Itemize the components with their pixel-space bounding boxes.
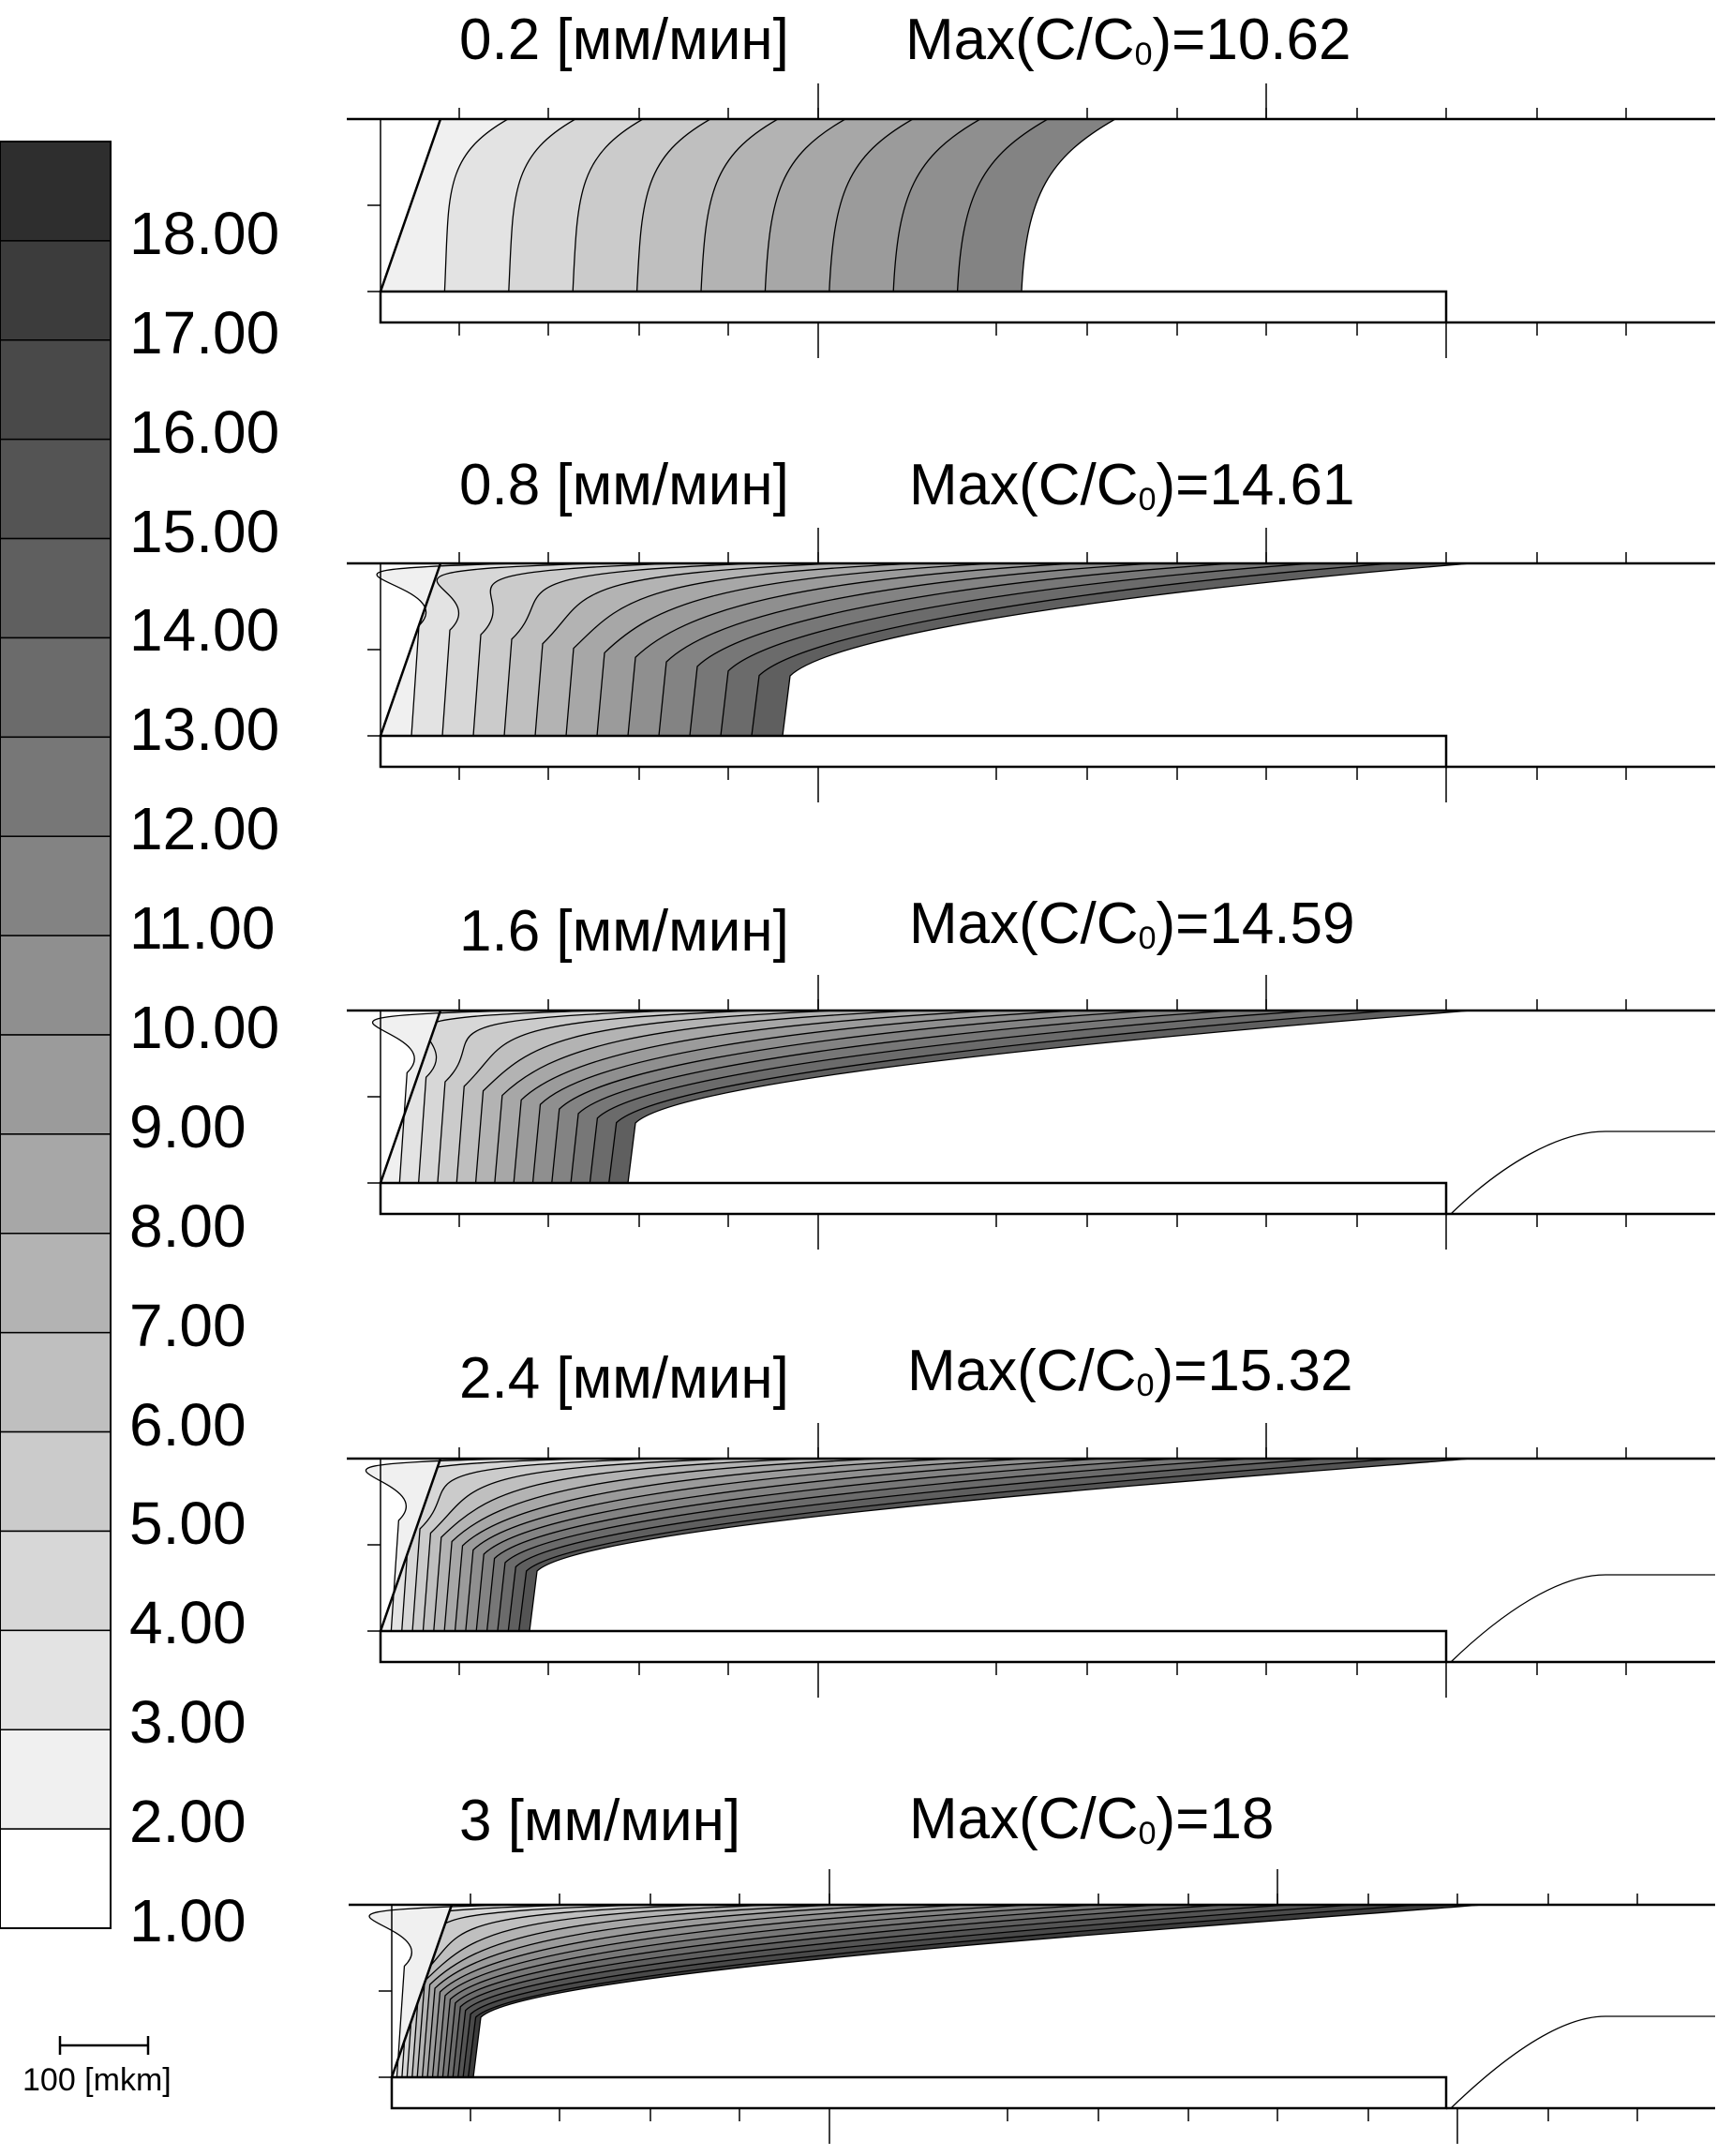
- legend-swatch: [0, 1034, 112, 1135]
- panel-max-label: Max(C/C0)=14.61: [909, 453, 1355, 517]
- legend-swatch: [0, 636, 112, 739]
- inlet-wall: [379, 1010, 442, 1184]
- legend-label: 9.00: [129, 1092, 246, 1160]
- legend-swatch: [0, 1530, 112, 1632]
- legend-label: 13.00: [129, 696, 280, 764]
- legend-label: 5.00: [129, 1490, 246, 1558]
- legend-frame: [0, 141, 112, 1929]
- legend-swatch: [0, 1629, 112, 1730]
- contour-line: [1450, 2015, 1715, 2109]
- contour-line: [1450, 1574, 1715, 1663]
- contour-band: [391, 1904, 903, 2078]
- legend-label: 16.00: [129, 397, 280, 466]
- contour-band: [380, 1010, 758, 1184]
- inlet-wall: [379, 1458, 442, 1632]
- legend-colorbar: [0, 141, 112, 1929]
- legend-label: 15.00: [129, 497, 280, 565]
- contour-band: [391, 1904, 839, 2078]
- legend-label: 12.00: [129, 795, 280, 863]
- contour-band: [380, 1458, 809, 1632]
- panel-speed-label: 1.6 [мм/мин]: [459, 899, 789, 964]
- legend-label: 4.00: [129, 1589, 246, 1657]
- contour-band: [391, 1904, 968, 2078]
- legend-swatch: [0, 141, 112, 242]
- legend-label: 6.00: [129, 1390, 246, 1459]
- legend-swatch: [0, 1729, 112, 1830]
- contour-band: [380, 1458, 662, 1632]
- inlet-wall: [379, 562, 442, 737]
- contour-band: [380, 562, 600, 737]
- legend-swatch: [0, 339, 112, 441]
- legend-swatch: [0, 537, 112, 639]
- panel-max-label: Max(C/C0)=10.62: [905, 7, 1351, 72]
- panel-max-label: Max(C/C0)=18: [909, 1787, 1275, 1851]
- legend-label: 2.00: [129, 1788, 246, 1856]
- contour-panel: [347, 975, 1715, 1250]
- panel-speed-label: 0.8 [мм/мин]: [459, 453, 789, 517]
- substrate-bar: [379, 1629, 1448, 1664]
- panel-speed-label: 0.2 [мм/мин]: [459, 7, 789, 72]
- panel-max-label: Max(C/C0)=14.59: [909, 891, 1355, 956]
- substrate-bar: [390, 2075, 1448, 2110]
- contour-band: [380, 1010, 679, 1184]
- legend-swatch: [0, 1133, 112, 1235]
- legend-swatch: [0, 935, 112, 1036]
- contour-panels: [347, 83, 1715, 2144]
- legend-swatch: [0, 1331, 112, 1433]
- legend-label: 18.00: [129, 199, 280, 267]
- legend-swatch: [0, 835, 112, 936]
- legend-swatch: [0, 736, 112, 837]
- contour-band: [376, 562, 520, 737]
- contour-band: [380, 1458, 736, 1632]
- contour-panel: [347, 83, 1715, 358]
- legend-label: 14.00: [129, 596, 280, 665]
- substrate-bar: [379, 734, 1448, 769]
- scale-bar: [58, 2036, 150, 2055]
- contour-line: [1450, 1130, 1715, 1215]
- substrate-bar: [379, 1181, 1448, 1216]
- scale-bar-label: 100 [mkm]: [22, 2062, 172, 2098]
- legend-label: 1.00: [129, 1887, 246, 1954]
- contour-band: [380, 1458, 883, 1632]
- contour-panel: [349, 1869, 1715, 2144]
- legend-swatch: [0, 1828, 112, 1929]
- legend-swatch: [0, 1233, 112, 1334]
- legend-label: 11.00: [129, 894, 276, 963]
- legend-label: 7.00: [129, 1291, 246, 1359]
- contour-band: [380, 1010, 838, 1184]
- legend-label: 3.00: [129, 1688, 246, 1757]
- panel-max-label: Max(C/C0)=15.32: [907, 1339, 1353, 1403]
- contour-band: [391, 1904, 774, 2078]
- legend-label: 8.00: [129, 1191, 246, 1260]
- legend-label: 10.00: [129, 994, 280, 1061]
- inlet-wall: [379, 118, 442, 292]
- substrate-bar: [379, 290, 1448, 324]
- legend-swatch: [0, 438, 112, 540]
- panel-speed-label: 3 [мм/мин]: [459, 1789, 741, 1853]
- legend-label: 17.00: [129, 298, 280, 367]
- panel-speed-label: 2.4 [мм/мин]: [459, 1346, 789, 1411]
- legend-swatch: [0, 240, 112, 341]
- legend-swatch: [0, 1430, 112, 1533]
- inlet-wall: [390, 1904, 454, 2078]
- contour-panel: [347, 1423, 1715, 1698]
- contour-panel: [347, 528, 1715, 802]
- contour-band: [380, 118, 511, 292]
